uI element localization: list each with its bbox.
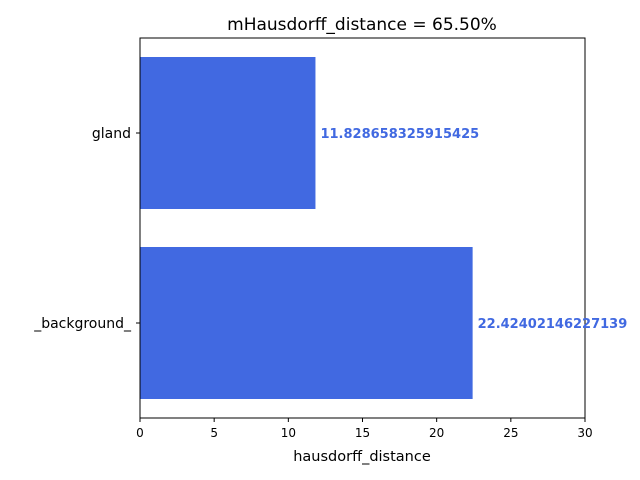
x-axis-label: hausdorff_distance <box>293 449 431 465</box>
x-tick-label: 5 <box>210 426 218 440</box>
x-axis-ticks: 0 5 10 15 20 25 30 <box>136 418 593 440</box>
y-tick-label: gland <box>92 126 131 142</box>
x-tick-label: 30 <box>577 426 592 440</box>
x-tick-label: 10 <box>281 426 296 440</box>
y-tick-label: _background_ <box>33 316 132 332</box>
value-label-background: 22.42402146227139 <box>478 317 628 332</box>
bar-gland <box>140 57 316 209</box>
bar-background <box>140 247 473 399</box>
x-tick-label: 25 <box>503 426 518 440</box>
x-tick-label: 0 <box>136 426 144 440</box>
x-tick-label: 20 <box>429 426 444 440</box>
bars-layer <box>140 57 473 399</box>
chart-title: mHausdorff_distance = 65.50% <box>227 15 497 35</box>
y-axis-ticks: gland _background_ <box>33 126 140 332</box>
x-tick-label: 15 <box>355 426 370 440</box>
value-labels: 11.828658325915425 22.42402146227139 <box>320 127 627 332</box>
value-label-gland: 11.828658325915425 <box>320 127 479 142</box>
